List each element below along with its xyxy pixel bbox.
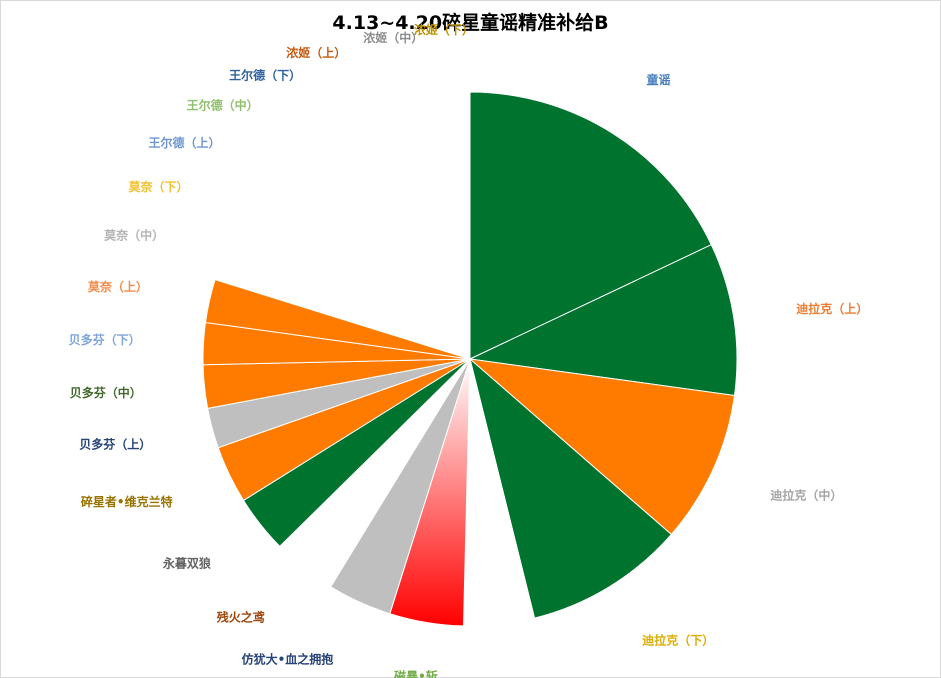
slice-label: 迪拉克（下） [642, 633, 714, 648]
slice-label: 浓姬（中） [363, 30, 423, 45]
slice-label: 贝多芬（中） [70, 385, 142, 400]
slice-label: 莫奈（中） [104, 227, 164, 242]
slice-label: 浓姬（下） [414, 22, 474, 37]
slice-label: 莫奈（上） [88, 279, 148, 294]
slice-label: 莫奈（下） [128, 179, 188, 194]
slice-label: 王尔德（上） [148, 135, 220, 150]
slice-label: 浓姬（上） [286, 45, 346, 60]
pie-slice [468, 244, 738, 397]
pie-slices [202, 91, 738, 627]
slice-label: 王尔德（下） [229, 67, 301, 82]
slice-label: 迪拉克（中） [770, 488, 842, 503]
slice-label: 迪拉克（上） [796, 301, 868, 316]
pie-slice [469, 357, 673, 619]
slice-label: 仿犹大•血之拥抱 [242, 651, 334, 666]
slice-label: 王尔德（中） [187, 98, 259, 113]
slice-label: 碎星者•维克兰特 [81, 494, 173, 509]
pie-slice [427, 91, 471, 360]
slice-label: 贝多芬（下） [69, 332, 141, 347]
slice-label: 永暮双狼 [162, 555, 212, 570]
slice-label: 磁暴•斩(重磁暴•斩) [383, 669, 450, 678]
slice-label: 贝多芬（上） [79, 437, 151, 452]
pie-labels: 童谣迪拉克（上）迪拉克（中）迪拉克（下）空无之钥磁暴•斩(重磁暴•斩)仿犹大•血… [69, 22, 869, 678]
pie-slice [469, 91, 712, 360]
pie-slice [468, 358, 736, 536]
chart-title: 4.13~4.20碎星童谣精准补给B [332, 12, 609, 34]
slice-label: 童谣 [647, 72, 671, 87]
slice-label: 残火之鸢 [217, 610, 265, 625]
